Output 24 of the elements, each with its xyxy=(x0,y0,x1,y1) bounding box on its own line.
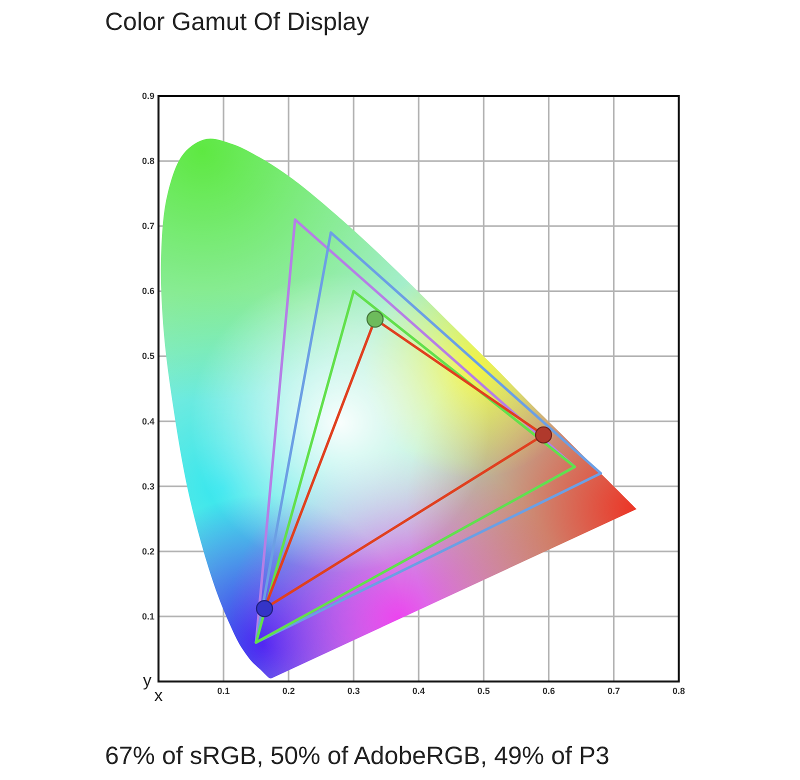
x-tick-label: 0.2 xyxy=(282,686,295,696)
y-tick-label: 0.4 xyxy=(142,416,154,426)
point xyxy=(256,600,274,618)
point xyxy=(366,310,384,328)
y-tick-label: 0.8 xyxy=(142,156,154,166)
chart-title: Color Gamut Of Display xyxy=(105,8,370,36)
x-tick-label: 0.1 xyxy=(217,686,230,696)
x-tick-label: 0.6 xyxy=(542,686,555,696)
x-tick-label: 0.8 xyxy=(672,686,686,696)
y-tick-label: 0.5 xyxy=(142,351,154,362)
y-axis-title: y xyxy=(143,671,152,690)
y-tick-label: 0.7 xyxy=(142,221,154,232)
x-tick-label: 0.4 xyxy=(412,686,425,696)
x-axis-title: x xyxy=(154,686,164,705)
y-tick-label: 0.3 xyxy=(142,481,154,492)
x-tick-label: 0.7 xyxy=(608,686,620,696)
x-tick-label: 0.3 xyxy=(347,686,360,696)
x-tick-label: 0.5 xyxy=(477,686,490,696)
y-tick-label: 0.9 xyxy=(142,91,154,101)
text: 67% of sRGB, 50% of AdobeRGB, 49% of P3 xyxy=(105,742,610,770)
y-tick-label: 0.2 xyxy=(142,546,154,556)
point xyxy=(534,426,552,444)
y-tick-label: 0.1 xyxy=(142,611,154,622)
y-tick-label: 0.6 xyxy=(142,286,154,296)
